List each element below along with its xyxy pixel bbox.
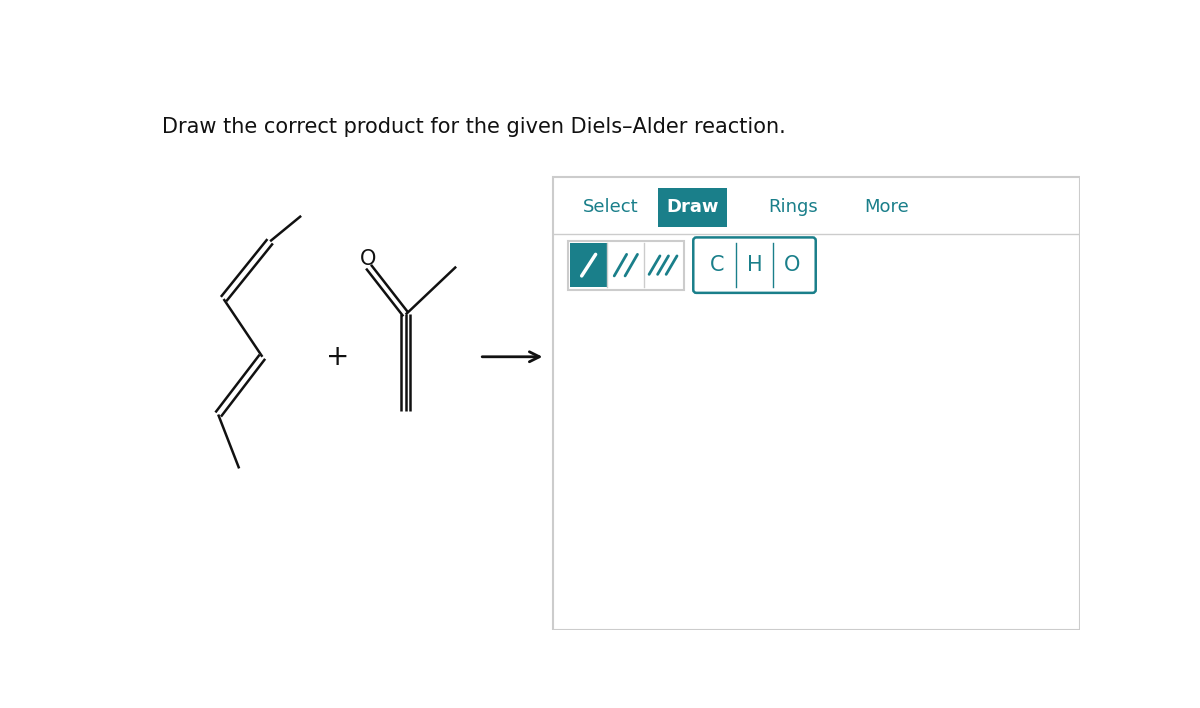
Text: C: C [710,255,725,275]
Text: H: H [746,255,762,275]
Bar [568,241,684,290]
Text: Select: Select [583,198,638,217]
Text: Rings: Rings [768,198,818,217]
Bar [553,178,1080,630]
Text: O: O [360,249,377,269]
Bar [570,243,607,287]
FancyBboxPatch shape [694,237,816,293]
Text: +: + [326,343,349,371]
Text: More: More [864,198,908,217]
Text: O: O [784,255,800,275]
Bar [658,188,727,227]
Text: Draw: Draw [666,198,719,217]
Text: Draw the correct product for the given Diels–Alder reaction.: Draw the correct product for the given D… [162,118,785,137]
